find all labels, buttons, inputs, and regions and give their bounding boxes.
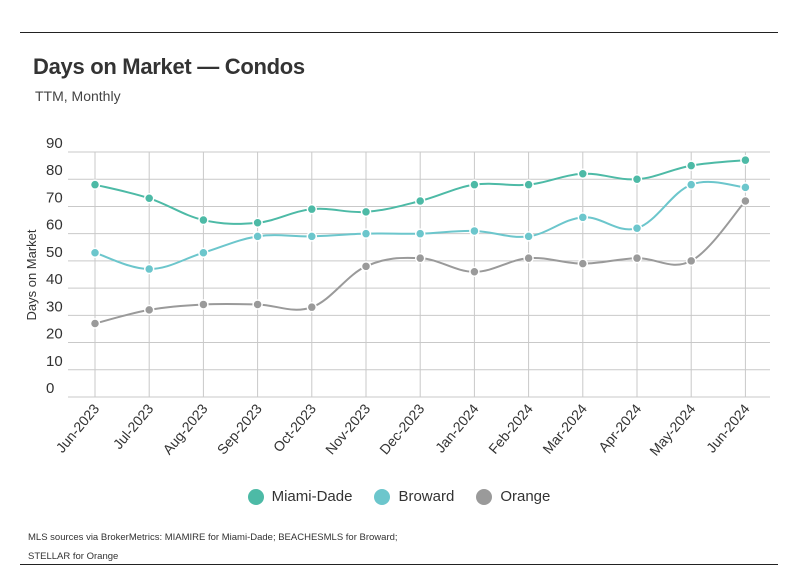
- point-miami-dade-Jul-2023: [143, 193, 155, 204]
- y-tick-90: 90: [46, 135, 63, 152]
- line-chart: 0 10 20 30 40 50 60 70 80 90 Jun-2023 Jul-2023 Aug-…: [24, 135, 770, 459]
- point-broward-May-2024: [685, 179, 697, 190]
- point-miami-dade-Jan-2024: [469, 179, 480, 190]
- x-tick-Oct-2023: Oct-2023: [270, 400, 319, 455]
- point-orange-Aug-2023: [198, 299, 209, 310]
- point-orange-Jul-2023: [143, 304, 155, 316]
- x-tick-Jul-2023: Jul-2023: [110, 400, 157, 452]
- legend-item-miami-dade: Miami-Dade: [247, 488, 353, 505]
- point-orange-Feb-2024: [523, 252, 534, 264]
- point-orange-Dec-2023: [414, 252, 426, 264]
- point-miami-dade-May-2024: [685, 160, 697, 171]
- x-tick-Mar-2024: Mar-2024: [539, 400, 590, 456]
- x-tick-labels: Jun-2023 Jul-2023 Aug-2023 Sep-2023 Oct-2023…: [53, 400, 753, 458]
- point-orange-Mar-2024: [577, 258, 589, 269]
- legend-label-miami-dade: Miami-Dade: [271, 488, 353, 505]
- top-rule: [20, 32, 778, 33]
- point-miami-dade-Mar-2024: [577, 168, 589, 180]
- point-broward-Apr-2024: [631, 222, 643, 234]
- point-orange-Nov-2023: [360, 261, 372, 272]
- point-miami-dade-Oct-2023: [306, 203, 318, 215]
- x-tick-May-2024: May-2024: [646, 400, 698, 458]
- y-axis-label: Days on Market: [24, 229, 39, 320]
- x-tick-Nov-2023: Nov-2023: [322, 400, 373, 457]
- x-tick-Dec-2023: Dec-2023: [376, 400, 427, 457]
- point-miami-dade-Aug-2023: [198, 214, 209, 226]
- legend-swatch-orange: [476, 488, 493, 505]
- point-orange-Sep-2023: [252, 299, 263, 310]
- x-tick-Apr-2024: Apr-2024: [595, 400, 644, 455]
- y-tick-50: 50: [46, 244, 63, 261]
- legend-swatch-miami-dade: [247, 488, 264, 505]
- point-broward-Sep-2023: [252, 231, 263, 242]
- point-orange-Jun-2023: [89, 318, 101, 329]
- point-broward-Jan-2024: [469, 225, 480, 237]
- source-line-2: STELLAR for Orange: [28, 551, 119, 562]
- point-broward-Feb-2024: [523, 231, 534, 242]
- legend-item-broward: Broward: [374, 488, 454, 505]
- point-broward-Jul-2023: [143, 263, 155, 275]
- point-miami-dade-Apr-2024: [631, 173, 643, 185]
- x-tick-Aug-2023: Aug-2023: [159, 400, 210, 457]
- x-tick-Jun-2023: Jun-2023: [53, 400, 103, 455]
- point-broward-Oct-2023: [306, 231, 318, 242]
- x-tick-Sep-2023: Sep-2023: [214, 400, 265, 457]
- point-miami-dade-Feb-2024: [523, 179, 534, 190]
- point-miami-dade-Sep-2023: [252, 217, 263, 229]
- legend-swatch-broward: [374, 488, 391, 505]
- x-tick-Jun-2024: Jun-2024: [703, 400, 753, 455]
- point-broward-Jun-2023: [89, 247, 101, 258]
- point-miami-dade-Jun-2024: [740, 154, 751, 166]
- x-tick-Jan-2024: Jan-2024: [432, 400, 482, 455]
- legend-item-orange: Orange: [476, 488, 550, 505]
- y-tick-0: 0: [46, 380, 54, 397]
- legend: Miami-Dade Broward Orange: [0, 488, 798, 505]
- legend-label-orange: Orange: [500, 488, 551, 505]
- point-broward-Aug-2023: [198, 247, 209, 258]
- point-broward-Jun-2024: [740, 182, 751, 193]
- point-miami-dade-Jun-2023: [89, 179, 101, 190]
- chart-subtitle: TTM, Monthly: [35, 88, 121, 104]
- legend-label-broward: Broward: [398, 488, 455, 505]
- point-orange-Jan-2024: [469, 266, 480, 278]
- y-tick-80: 80: [46, 162, 63, 179]
- source-note: MLS sources via BrokerMetrics: MIAMIRE f…: [28, 528, 398, 566]
- point-miami-dade-Nov-2023: [360, 206, 372, 218]
- source-line-1: MLS sources via BrokerMetrics: MIAMIRE f…: [28, 532, 398, 543]
- point-broward-Mar-2024: [577, 212, 589, 223]
- chart-title: Days on Market — Condos: [33, 54, 305, 79]
- grid-lines: [68, 151, 770, 398]
- y-tick-10: 10: [46, 353, 63, 370]
- series-layer: [89, 154, 751, 329]
- point-orange-Apr-2024: [631, 252, 643, 264]
- x-tick-Feb-2024: Feb-2024: [485, 400, 536, 456]
- y-tick-labels: 0 10 20 30 40 50 60 70 80 90: [46, 135, 63, 397]
- y-tick-70: 70: [46, 189, 63, 206]
- y-tick-40: 40: [46, 271, 63, 288]
- bottom-rule: [20, 564, 778, 565]
- point-broward-Nov-2023: [360, 228, 372, 239]
- point-broward-Dec-2023: [414, 228, 426, 239]
- point-orange-Oct-2023: [306, 301, 318, 313]
- point-miami-dade-Dec-2023: [414, 195, 426, 207]
- y-tick-20: 20: [46, 326, 63, 343]
- point-orange-May-2024: [685, 255, 697, 267]
- y-tick-30: 30: [46, 298, 63, 315]
- y-tick-60: 60: [46, 217, 63, 234]
- point-orange-Jun-2024: [740, 195, 751, 207]
